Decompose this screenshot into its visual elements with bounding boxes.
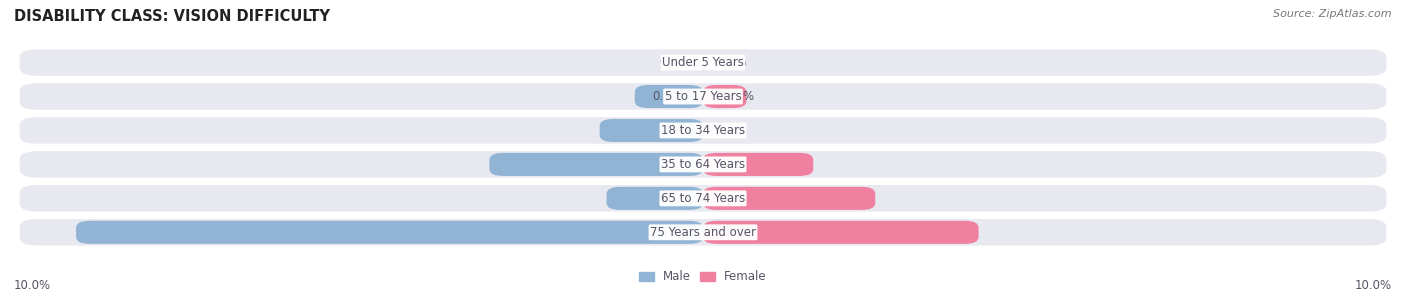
Text: DISABILITY CLASS: VISION DIFFICULTY: DISABILITY CLASS: VISION DIFFICULTY (14, 9, 330, 24)
FancyBboxPatch shape (703, 85, 747, 108)
FancyBboxPatch shape (20, 49, 1386, 76)
Text: 0.0%: 0.0% (717, 56, 747, 69)
Legend: Male, Female: Male, Female (634, 266, 772, 288)
FancyBboxPatch shape (20, 185, 1386, 212)
FancyBboxPatch shape (20, 151, 1386, 178)
Text: Under 5 Years: Under 5 Years (662, 56, 744, 69)
Text: 65 to 74 Years: 65 to 74 Years (661, 192, 745, 205)
FancyBboxPatch shape (489, 153, 703, 176)
Text: 0.99%: 0.99% (652, 90, 689, 103)
Text: 10.0%: 10.0% (14, 279, 51, 292)
Text: 18 to 34 Years: 18 to 34 Years (661, 124, 745, 137)
Text: 9.1%: 9.1% (659, 226, 689, 239)
FancyBboxPatch shape (20, 219, 1386, 246)
Text: 75 Years and over: 75 Years and over (650, 226, 756, 239)
Text: 1.4%: 1.4% (659, 192, 689, 205)
Text: 35 to 64 Years: 35 to 64 Years (661, 158, 745, 171)
Text: Source: ZipAtlas.com: Source: ZipAtlas.com (1274, 9, 1392, 19)
FancyBboxPatch shape (703, 221, 979, 244)
FancyBboxPatch shape (606, 187, 703, 210)
Text: 1.5%: 1.5% (659, 124, 689, 137)
Text: 2.5%: 2.5% (717, 192, 747, 205)
FancyBboxPatch shape (634, 85, 703, 108)
Text: 0.0%: 0.0% (717, 124, 747, 137)
FancyBboxPatch shape (20, 117, 1386, 144)
FancyBboxPatch shape (20, 83, 1386, 110)
Text: 1.6%: 1.6% (717, 158, 747, 171)
Text: 5 to 17 Years: 5 to 17 Years (665, 90, 741, 103)
Text: 0.63%: 0.63% (717, 90, 754, 103)
Text: 4.0%: 4.0% (717, 226, 747, 239)
Text: 3.1%: 3.1% (659, 158, 689, 171)
FancyBboxPatch shape (599, 119, 703, 142)
FancyBboxPatch shape (76, 221, 703, 244)
FancyBboxPatch shape (703, 187, 875, 210)
Text: 0.0%: 0.0% (659, 56, 689, 69)
Text: 10.0%: 10.0% (1355, 279, 1392, 292)
FancyBboxPatch shape (703, 153, 813, 176)
